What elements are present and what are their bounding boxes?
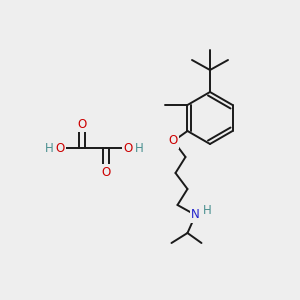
Text: H: H: [135, 142, 143, 154]
Text: O: O: [123, 142, 133, 154]
Text: N: N: [191, 208, 200, 221]
Text: H: H: [45, 142, 53, 154]
Text: H: H: [203, 205, 212, 218]
Text: O: O: [169, 134, 178, 148]
Text: O: O: [101, 166, 111, 178]
Text: O: O: [77, 118, 87, 130]
Text: O: O: [56, 142, 64, 154]
